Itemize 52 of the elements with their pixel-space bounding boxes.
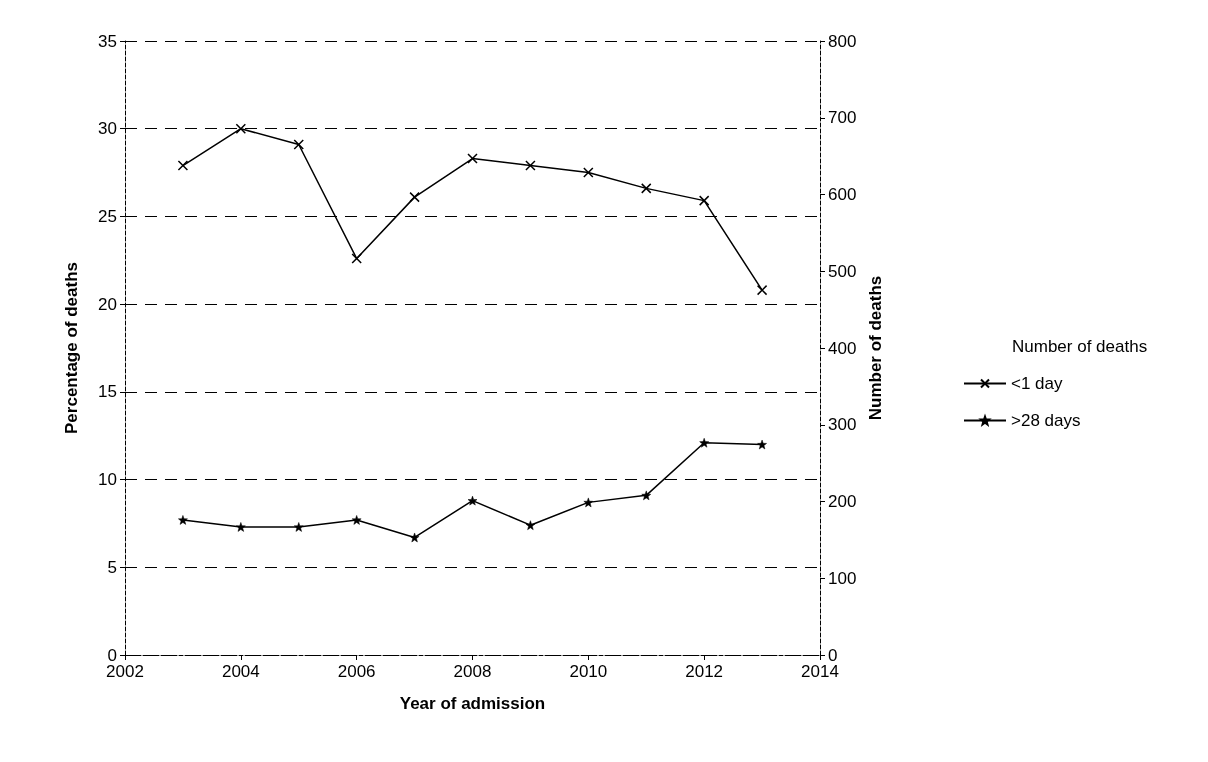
point (525, 160, 536, 171)
point (294, 522, 304, 532)
y2-tick-label: 300 (828, 415, 857, 435)
point (641, 183, 652, 194)
y-tick-label: 20 (98, 294, 117, 314)
y-tick-label: 0 (107, 645, 117, 665)
point (641, 490, 651, 501)
x-axis-title: Year of admission (399, 694, 546, 713)
y2-tick-label: 400 (828, 338, 857, 358)
legend-label: >28 days (1011, 411, 1081, 430)
point (699, 437, 709, 448)
point (583, 497, 594, 508)
point (351, 515, 362, 525)
legend-title: Number of deaths (1012, 337, 1148, 356)
x-tick-label: 2006 (337, 662, 376, 681)
x-tick-label: 2012 (685, 662, 724, 681)
x-tick-label: 2004 (221, 662, 260, 681)
point (177, 160, 189, 171)
point (698, 195, 710, 206)
x-tick-label: 2002 (106, 662, 144, 681)
point (583, 167, 594, 178)
y-tick-label: 5 (107, 557, 117, 577)
point (409, 191, 420, 203)
y2-tick-label: 500 (828, 261, 857, 281)
y-tick-label: 25 (98, 206, 117, 226)
point (409, 532, 420, 543)
point (235, 123, 247, 134)
x-tick-label: 2008 (453, 662, 492, 681)
point (351, 253, 362, 264)
y-tick-label: 30 (98, 119, 117, 139)
y2-tick-label: 200 (828, 492, 857, 511)
y-axis-title: Percentage of deaths (62, 262, 81, 434)
y2-tick-label: 800 (828, 31, 857, 51)
point (467, 153, 478, 164)
y2-tick-label: 100 (828, 568, 857, 588)
point (178, 515, 188, 525)
point (467, 495, 478, 506)
x-tick-label: 2014 (801, 662, 839, 681)
y2-axis-title: Number of deaths (866, 275, 886, 421)
y2-tick-label: 600 (828, 185, 857, 204)
y2-tick-label: 0 (828, 645, 838, 665)
point (525, 520, 536, 530)
y-tick-label: 35 (98, 31, 117, 51)
y2-tick-label: 700 (828, 108, 857, 128)
legend-label: <1 day (1011, 374, 1064, 393)
x-tick-label: 2010 (569, 662, 608, 681)
point (757, 439, 767, 450)
point (756, 284, 768, 296)
y-tick-label: 15 (98, 382, 117, 402)
point (293, 139, 304, 150)
y-tick-label: 10 (98, 470, 117, 490)
point (236, 522, 246, 532)
